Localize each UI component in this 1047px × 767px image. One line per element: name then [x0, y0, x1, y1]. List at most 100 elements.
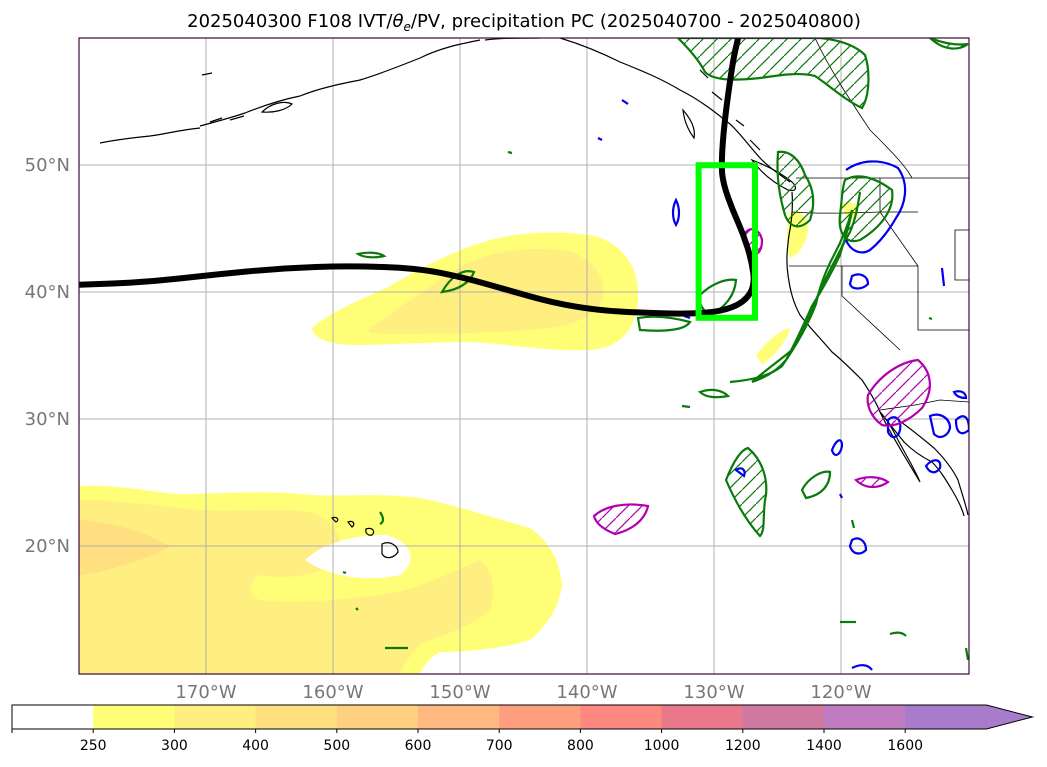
pv-blue-bottom	[851, 664, 873, 671]
coast-haida-gwaii	[682, 108, 695, 140]
lat-label-40n: 40°N	[25, 282, 70, 303]
colorbar-label: 600	[405, 738, 432, 754]
border-state-az	[917, 266, 969, 331]
pv-blue-small-2	[597, 137, 603, 141]
pv-blue-oval-1	[671, 197, 681, 228]
theta-e-dot-5	[850, 519, 856, 529]
pv-blue-right-4	[924, 459, 942, 474]
lon-tick-labels: 170°W 160°W 150°W 140°W 130°W 120°W	[175, 682, 871, 703]
pv-thick-line	[79, 38, 757, 317]
figure-title: 2025040300 F108 IVT/θe/PV, precipitation…	[187, 11, 861, 34]
colorbar-extend-arrow	[986, 705, 1033, 729]
lon-label-130w: 130°W	[683, 682, 744, 703]
coast-panhandle	[559, 38, 791, 183]
ivt-plume-south-300	[79, 500, 494, 674]
theta-e-dot-3	[355, 607, 359, 611]
pv-blue-right-7	[734, 467, 746, 478]
theta-e-dot-6	[928, 316, 933, 321]
ivt-shading	[79, 202, 859, 674]
theta-e-small-2	[697, 388, 731, 399]
lon-label-160w: 160°W	[302, 682, 363, 703]
theta-e-top-box	[676, 38, 870, 110]
pv-blue-right-5	[830, 439, 844, 456]
pv-blue-contours	[597, 99, 969, 671]
theta-e-mid-1	[636, 315, 692, 332]
ivt-coastal-filament	[756, 328, 790, 365]
colorbar-label: 500	[323, 738, 350, 754]
lat-tick-labels: 50°N 40°N 30°N 20°N	[25, 155, 70, 557]
theta-e-contours	[342, 38, 969, 661]
coast-kodiak	[260, 101, 294, 113]
theta-e-small-3	[379, 511, 385, 525]
coast-aleutian-1	[209, 117, 223, 123]
ivt-plume-north-300	[368, 248, 604, 334]
theta-e-right-edge	[964, 647, 969, 661]
colorbar-segment	[499, 705, 581, 729]
map-border	[78, 37, 970, 675]
highlight-box	[695, 162, 758, 321]
theta-e-mid-3	[439, 270, 476, 294]
pv-blue-small-3	[848, 273, 870, 290]
coast-aleutian-2	[229, 115, 245, 121]
colorbar-label: 1000	[644, 738, 680, 754]
pv-blue-small-4	[940, 267, 946, 287]
colorbar-segment	[255, 705, 338, 729]
theta-e-top-right	[929, 38, 969, 50]
theta-e-small-6	[889, 631, 907, 637]
pv-blue-interior	[844, 160, 907, 254]
pv-blue-small-9	[839, 493, 843, 499]
colorbar-segment	[336, 705, 419, 729]
pv-blue-right-2	[928, 413, 952, 438]
theta-e-dot-2	[342, 570, 347, 575]
theta-e-dot-4	[681, 404, 691, 409]
theta-e-ca-coast	[751, 191, 862, 383]
coast-baja	[879, 411, 921, 483]
pv-blue-right-3	[954, 415, 969, 435]
colorbar-segment	[580, 705, 663, 729]
pv-magenta-4	[854, 476, 890, 489]
colorbar-label: 400	[242, 738, 269, 754]
pv-blue-right-8	[952, 390, 968, 400]
pv-blue-right-6	[848, 537, 868, 555]
map-area	[79, 38, 969, 674]
theta-e-small-1	[355, 251, 387, 259]
colorbar: 250 300 400 500 600 700 800 1000 1200 1400 1600	[11, 704, 1035, 754]
coast-mexico	[897, 419, 969, 516]
colorbar-segment	[824, 705, 906, 729]
colorbar-segment	[905, 705, 987, 729]
pv-blue-small-1	[621, 99, 629, 105]
colorbar-segment	[93, 705, 175, 729]
lon-label-120w: 120°W	[810, 682, 871, 703]
ivt-plume-south-400	[79, 520, 170, 576]
coast-hawaii-kauai	[330, 516, 339, 523]
lon-label-170w: 170°W	[175, 682, 236, 703]
coast-hawaii-maui	[365, 527, 375, 536]
pv-magenta-2	[866, 358, 931, 427]
coast-hawaii-oahu	[347, 520, 355, 528]
coast-alaska-island	[201, 72, 213, 76]
colorbar-segment	[742, 705, 825, 729]
coast-hawaii-big	[381, 542, 399, 559]
pv-magenta-3	[592, 503, 650, 536]
colorbar-label: 1400	[806, 738, 842, 754]
coast-bc-islands	[699, 69, 761, 151]
colorbar-segment	[174, 705, 257, 729]
border-state-ut	[954, 229, 969, 281]
theta-e-sw-2	[800, 470, 832, 500]
theta-e-dot-1	[507, 150, 513, 155]
colorbar-label: 250	[80, 738, 107, 754]
lat-label-50n: 50°N	[25, 155, 70, 176]
lon-label-140w: 140°W	[556, 682, 617, 703]
colorbar-segment	[661, 705, 744, 729]
colorbar-label: 700	[486, 738, 513, 754]
colorbar-label: 1200	[725, 738, 761, 754]
colorbar-outline	[11, 704, 1035, 730]
lat-label-30n: 30°N	[25, 409, 70, 430]
colorbar-label: 300	[161, 738, 188, 754]
theta-e-coast-wa	[776, 150, 815, 228]
lon-label-150w: 150°W	[429, 682, 490, 703]
border-state-nv	[841, 266, 901, 351]
colorbar-segment	[12, 705, 94, 729]
colorbar-label: 1600	[887, 738, 923, 754]
